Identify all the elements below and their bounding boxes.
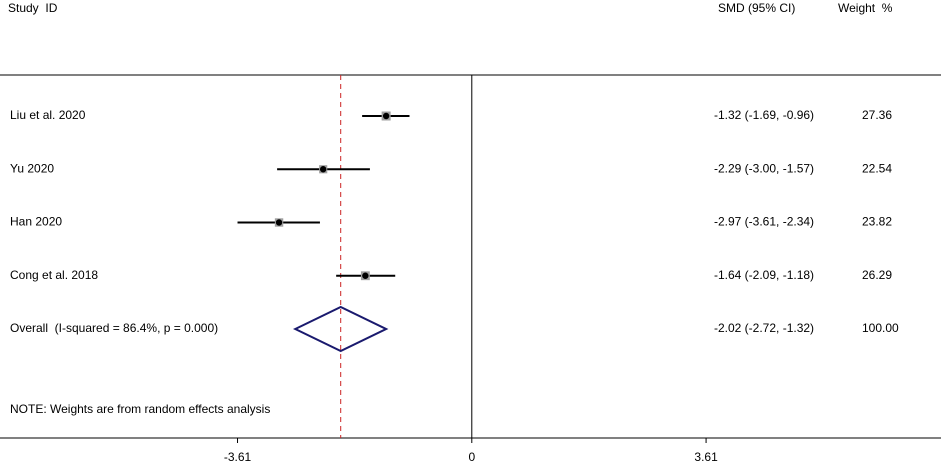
estimate-header: SMD (95% CI): [718, 1, 795, 15]
estimate-label: -2.29 (-3.00, -1.57): [714, 161, 814, 175]
estimate-label: -2.97 (-3.61, -2.34): [714, 215, 814, 229]
weight-label: 27.36: [862, 108, 892, 122]
weight-label: 23.82: [862, 215, 892, 229]
estimate-label: -1.64 (-2.09, -1.18): [714, 268, 814, 282]
study-label: Yu 2020: [10, 161, 54, 175]
point-estimate: [382, 112, 390, 120]
weight-label: 22.54: [862, 161, 892, 175]
weight-label: 26.29: [862, 268, 892, 282]
note: NOTE: Weights are from random effects an…: [10, 402, 270, 416]
weight-label: 100.00: [862, 321, 899, 335]
study-label: Cong et al. 2018: [10, 268, 98, 282]
x-tick-label: 3.61: [694, 450, 718, 464]
overall-label: Overall (I-squared = 86.4%, p = 0.000): [10, 321, 218, 335]
weight-header: Weight %: [838, 1, 893, 15]
point-estimate: [319, 166, 327, 173]
study-label: Han 2020: [10, 215, 62, 229]
overall-diamond: [292, 305, 389, 353]
point-estimate: [362, 272, 369, 279]
estimate-label: -1.32 (-1.69, -0.96): [714, 108, 814, 122]
estimate-label: -2.02 (-2.72, -1.32): [714, 321, 814, 335]
x-tick-label: 0: [468, 450, 475, 464]
point-estimate: [275, 219, 283, 226]
x-tick-label: -3.61: [224, 450, 252, 464]
study-label: Liu et al. 2020: [10, 108, 86, 122]
study-header: Study ID: [8, 1, 58, 15]
